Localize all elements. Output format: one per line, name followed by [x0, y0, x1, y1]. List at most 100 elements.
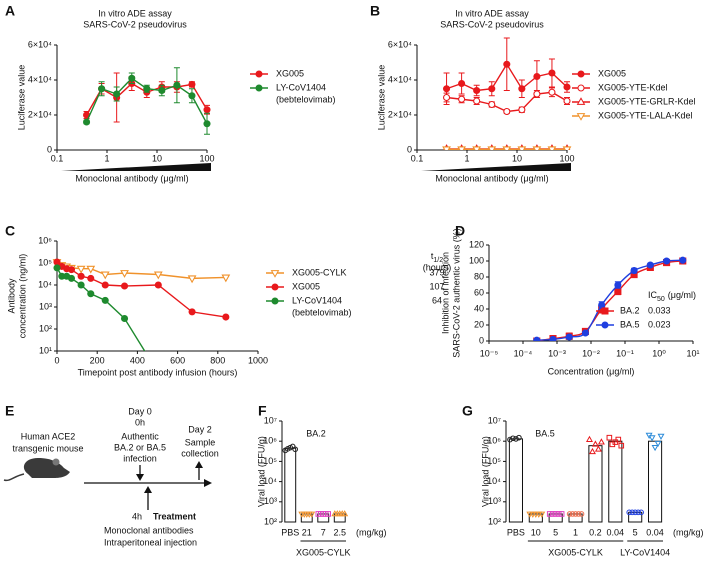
step-label: BA.2 or BA.5 — [114, 442, 166, 452]
data-point — [566, 511, 573, 517]
legend-label: BA.2 — [620, 305, 640, 315]
data-point — [325, 511, 331, 517]
y-axis-label: concentration (ng/ml) — [17, 254, 27, 339]
data-point — [473, 87, 481, 94]
legend-header: t1/2 — [431, 251, 443, 263]
x-tick-label: PBS — [507, 527, 525, 537]
x-tick-label: 10⁻⁵ — [480, 348, 499, 358]
data-point — [630, 267, 638, 275]
data-point — [458, 95, 466, 103]
step-label: collection — [181, 448, 219, 458]
y-tick-label: 60 — [474, 287, 484, 297]
chart-title: BA.5 — [535, 428, 555, 438]
x-tick-label: 600 — [170, 355, 185, 365]
y-tick-label: 0 — [47, 144, 52, 154]
legend-marker — [576, 97, 586, 105]
y-tick-label: 80 — [474, 271, 484, 281]
data-point — [518, 85, 526, 93]
y-tick-label: 10³ — [488, 496, 501, 506]
data-point — [538, 511, 546, 518]
data-point — [487, 146, 497, 150]
x-tick-label: 0.1 — [411, 153, 424, 163]
data-point — [654, 440, 662, 448]
data-point — [488, 85, 496, 93]
data-point — [457, 146, 466, 150]
x-tick-label: 10⁰ — [652, 348, 666, 358]
bar — [284, 447, 297, 523]
data-point — [547, 146, 557, 150]
data-point — [77, 272, 85, 280]
chart-title: SARS-CoV-2 pseudovirus — [440, 19, 544, 29]
series-line — [536, 259, 683, 341]
bar — [528, 513, 543, 523]
y-tick-label: 6×10⁴ — [28, 39, 52, 49]
y-axis-label: Antibody — [6, 278, 16, 314]
legend-value: 0.033 — [648, 305, 671, 315]
x-axis-label: Timepoint post antibody infusion (hours) — [78, 367, 238, 377]
x-tick-label: 10⁻⁴ — [514, 348, 533, 358]
data-point — [548, 88, 556, 96]
y-tick-label: 10⁶ — [38, 235, 52, 245]
data-point — [558, 511, 565, 517]
arrow-head — [195, 461, 203, 468]
data-point — [626, 509, 633, 516]
y-tick-label: 10⁷ — [488, 415, 501, 425]
data-point — [222, 313, 230, 321]
x-tick-label: 0 — [54, 355, 59, 365]
data-point — [77, 281, 85, 289]
data-point — [473, 97, 481, 105]
data-point — [154, 281, 162, 289]
legend-marker — [271, 297, 279, 305]
data-point — [188, 92, 196, 100]
y-tick-label: 4×10⁴ — [28, 74, 52, 84]
y-tick-label: 10⁷ — [264, 415, 277, 425]
data-point — [488, 101, 496, 108]
data-point — [518, 106, 526, 114]
y-tick-label: 10² — [39, 323, 52, 333]
x-tick-label: 10⁻² — [582, 348, 600, 358]
data-point — [575, 511, 582, 517]
legend-label: XG005-YTE-LALA-Kdel — [598, 110, 693, 120]
data-point — [282, 447, 289, 454]
data-point — [53, 264, 61, 272]
data-point — [565, 333, 573, 341]
data-point — [646, 261, 654, 269]
data-point — [341, 510, 349, 517]
data-point — [443, 94, 451, 101]
data-point — [458, 80, 466, 87]
bar — [648, 440, 663, 523]
legend-label: XG005 — [598, 68, 626, 78]
y-tick-label: 10² — [488, 516, 501, 526]
y-axis-label: Viral load (FFU/g) — [256, 436, 266, 507]
x-tick-label: 0.1 — [51, 153, 64, 163]
data-point — [572, 511, 579, 517]
legend-marker — [255, 84, 263, 92]
data-point — [100, 271, 110, 280]
y-tick-label: 10⁵ — [487, 456, 501, 466]
x-tick-label: 10⁻¹ — [616, 348, 634, 358]
data-point — [76, 265, 86, 274]
data-point — [648, 435, 656, 442]
y-tick-label: 120 — [469, 239, 484, 249]
legend-marker — [576, 113, 586, 121]
legend-label: XG005-CYLK — [292, 267, 347, 277]
panel-label: B — [370, 3, 380, 19]
legend-label: XG005-YTE-GRLR-Kdel — [598, 96, 696, 106]
panel-label: D — [455, 223, 465, 239]
data-point — [442, 146, 451, 150]
x-tick-label: 200 — [90, 355, 105, 365]
data-point — [679, 256, 687, 264]
y-axis-label: Viral load (FFU/g) — [480, 436, 490, 507]
y-axis-label: SARS-CoV-2 authentic virus (%) — [451, 228, 461, 358]
x-axis-label: Concentration (μg/ml) — [548, 366, 635, 376]
data-point — [563, 83, 571, 91]
time-label: 4h — [132, 511, 142, 521]
y-axis-label: Inhibition of infection — [440, 252, 450, 334]
y-tick-label: 10⁵ — [263, 456, 277, 466]
y-tick-label: 20 — [474, 319, 484, 329]
data-point — [101, 296, 109, 304]
data-point — [98, 85, 106, 93]
data-point — [87, 274, 95, 282]
legend-marker — [271, 283, 279, 291]
x-tick-label: 10 — [512, 153, 522, 163]
